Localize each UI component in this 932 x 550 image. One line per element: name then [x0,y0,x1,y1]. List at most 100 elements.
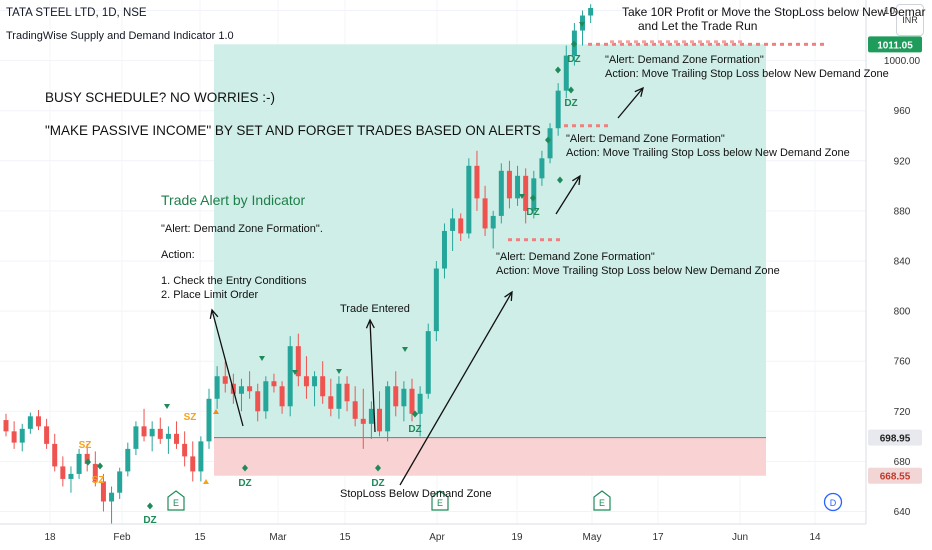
demand-level-dots [508,238,560,242]
zone-label: DZ [526,207,539,218]
earnings-icon[interactable]: E [593,490,611,511]
signal-triangle [164,404,170,409]
demand-level-dots [564,124,608,128]
currency-badge[interactable]: INR [896,4,924,36]
candle [52,433,58,472]
candle [320,361,326,404]
svg-text:698.95: 698.95 [880,434,911,445]
demand-marker [568,86,574,94]
trade-alert-line3: 1. Check the Entry Conditions [161,275,307,287]
y-tick-label: 840 [894,257,911,268]
candle [133,421,139,456]
candle [222,361,228,393]
candle [68,466,74,493]
alert2-line2: Action: Move Trailing Stop Loss below Ne… [566,147,850,159]
candle [247,371,253,399]
candle [303,356,309,399]
candle [531,170,537,219]
demand-marker [85,458,91,466]
dividend-icon[interactable]: D [823,492,843,512]
earnings-icon[interactable]: E [167,490,185,511]
signal-triangle [203,479,209,484]
candle [377,391,383,437]
x-tick-label: 15 [339,532,351,543]
trade-alert-line4: 2. Place Limit Order [161,289,259,301]
signal-triangle [519,194,525,199]
candle [295,333,301,387]
x-tick-label: Apr [429,532,445,543]
candle [190,441,196,482]
candle [287,336,293,417]
candle [206,388,212,449]
alert1-line1: "Alert: Demand Zone Formation" [496,251,655,263]
demand-marker [571,40,577,48]
candle [368,401,374,439]
zone-label: SZ [79,440,92,451]
candle [539,150,545,186]
y-tick-label: 680 [894,457,911,468]
trade-alert-line1: "Alert: Demand Zone Formation". [161,223,323,235]
candle [563,45,569,99]
loss-zone [214,437,766,476]
annotation-arrow [555,174,581,215]
candle [482,185,488,236]
x-tick-label: 18 [44,532,56,543]
svg-text:1011.05: 1011.05 [877,40,913,51]
svg-text:E: E [173,498,179,508]
price-label-current: 1011.05 [868,36,922,53]
svg-text:D: D [830,498,837,508]
zone-label: DZ [564,98,577,109]
candle [84,443,90,472]
candle [328,378,334,417]
candle [393,371,399,417]
candle [344,376,350,412]
svg-text:668.55: 668.55 [880,472,911,483]
zone-label: DZ [238,478,251,489]
candle [336,376,342,419]
signal-triangle [292,370,298,375]
x-tick-label: Mar [269,532,287,543]
zone-label: DZ [371,478,384,489]
candle [174,421,180,449]
annotation-arrow [365,318,376,433]
candle [3,413,9,437]
take-profit-line2: and Let the Trade Run [638,19,758,33]
candle [547,123,553,164]
zone-label: DZ [567,54,580,65]
candle [214,366,220,409]
demand-marker [555,66,561,74]
candle [255,383,261,422]
candle [441,223,447,279]
candle [92,451,98,487]
candle [498,163,504,224]
candle [44,418,50,449]
y-tick-label: 640 [894,507,911,518]
trade-alert-title: Trade Alert by Indicator [161,192,306,208]
candle [433,261,439,342]
alert3-line2: Action: Move Trailing Stop Loss below Ne… [605,68,889,80]
candle [352,386,358,427]
y-tick-label: 880 [894,206,911,217]
candle [263,376,269,419]
x-tick-label: Jun [732,532,748,543]
signal-triangle [259,356,265,361]
busy-note: BUSY SCHEDULE? NO WORRIES :-) [45,90,276,105]
svg-text:E: E [599,498,605,508]
candle [60,456,66,487]
demand-marker [147,502,153,510]
x-tick-label: 19 [511,532,523,543]
stoploss-note: StopLoss Below Demand Zone [340,488,492,500]
y-tick-label: 760 [894,357,911,368]
symbol-title: TATA STEEL LTD, 1D, NSE [6,7,147,19]
earnings-icon[interactable]: E [431,490,449,511]
candle [141,408,147,442]
candle [238,378,244,412]
candle [523,168,529,224]
x-tick-label: 15 [194,532,206,543]
x-tick-label: Feb [113,532,131,543]
y-tick-label: 800 [894,307,911,318]
candle [76,448,82,479]
demand-marker [375,464,381,472]
alert3-line1: "Alert: Demand Zone Formation" [605,54,764,66]
